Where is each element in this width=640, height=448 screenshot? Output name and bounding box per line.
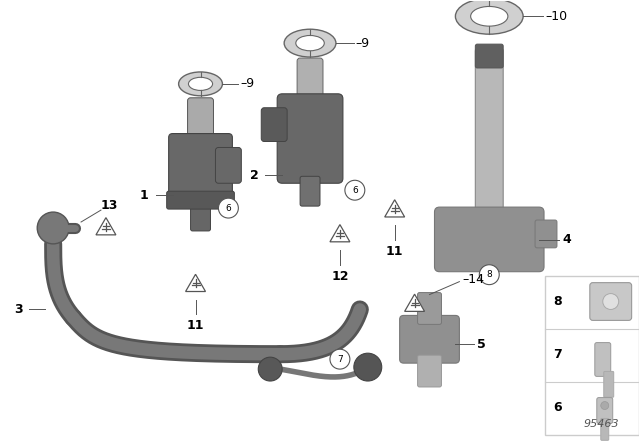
Circle shape: [345, 180, 365, 200]
Text: 11: 11: [187, 319, 204, 332]
Circle shape: [37, 212, 69, 244]
Polygon shape: [96, 218, 116, 235]
Text: –14: –14: [462, 273, 484, 286]
Text: 6: 6: [225, 203, 231, 213]
Text: 2: 2: [250, 169, 259, 182]
Text: 7: 7: [553, 348, 562, 361]
FancyBboxPatch shape: [417, 293, 442, 324]
Polygon shape: [404, 294, 424, 311]
FancyBboxPatch shape: [191, 205, 211, 231]
Ellipse shape: [179, 72, 223, 96]
FancyBboxPatch shape: [535, 220, 557, 248]
Text: 11: 11: [386, 245, 403, 258]
FancyBboxPatch shape: [590, 283, 632, 320]
Polygon shape: [385, 200, 404, 217]
FancyBboxPatch shape: [596, 397, 612, 423]
Ellipse shape: [284, 29, 336, 57]
Text: 8: 8: [553, 295, 562, 308]
Text: 95463: 95463: [583, 419, 619, 429]
Text: –9: –9: [356, 37, 370, 50]
Text: 6: 6: [352, 186, 358, 195]
Text: 5: 5: [477, 338, 486, 351]
FancyBboxPatch shape: [277, 94, 343, 183]
Circle shape: [603, 293, 619, 310]
Text: 6: 6: [553, 401, 562, 414]
Text: –9: –9: [241, 78, 255, 90]
Ellipse shape: [296, 35, 324, 51]
FancyBboxPatch shape: [300, 177, 320, 206]
FancyBboxPatch shape: [188, 98, 214, 142]
FancyBboxPatch shape: [545, 276, 639, 435]
Circle shape: [354, 353, 381, 381]
FancyBboxPatch shape: [601, 418, 609, 440]
Text: 3: 3: [15, 303, 23, 316]
FancyBboxPatch shape: [476, 48, 503, 218]
Text: 8: 8: [486, 270, 492, 279]
Text: 13: 13: [101, 198, 118, 211]
Ellipse shape: [470, 6, 508, 26]
FancyBboxPatch shape: [476, 44, 503, 68]
Polygon shape: [330, 224, 350, 242]
Circle shape: [601, 401, 609, 409]
Text: 12: 12: [331, 270, 349, 283]
Text: 4: 4: [562, 233, 571, 246]
Ellipse shape: [456, 0, 523, 34]
Polygon shape: [186, 274, 205, 292]
FancyBboxPatch shape: [261, 108, 287, 142]
Text: –10: –10: [545, 10, 567, 23]
Circle shape: [218, 198, 238, 218]
FancyBboxPatch shape: [435, 207, 544, 271]
FancyBboxPatch shape: [216, 147, 241, 183]
Ellipse shape: [188, 78, 212, 90]
Text: 1: 1: [140, 189, 148, 202]
FancyBboxPatch shape: [297, 58, 323, 104]
Circle shape: [479, 265, 499, 284]
Circle shape: [259, 357, 282, 381]
FancyBboxPatch shape: [399, 315, 460, 363]
FancyBboxPatch shape: [166, 191, 234, 209]
Circle shape: [330, 349, 350, 369]
FancyBboxPatch shape: [595, 343, 611, 376]
FancyBboxPatch shape: [169, 134, 232, 201]
FancyBboxPatch shape: [417, 355, 442, 387]
Text: 7: 7: [337, 355, 343, 364]
FancyBboxPatch shape: [604, 371, 614, 397]
